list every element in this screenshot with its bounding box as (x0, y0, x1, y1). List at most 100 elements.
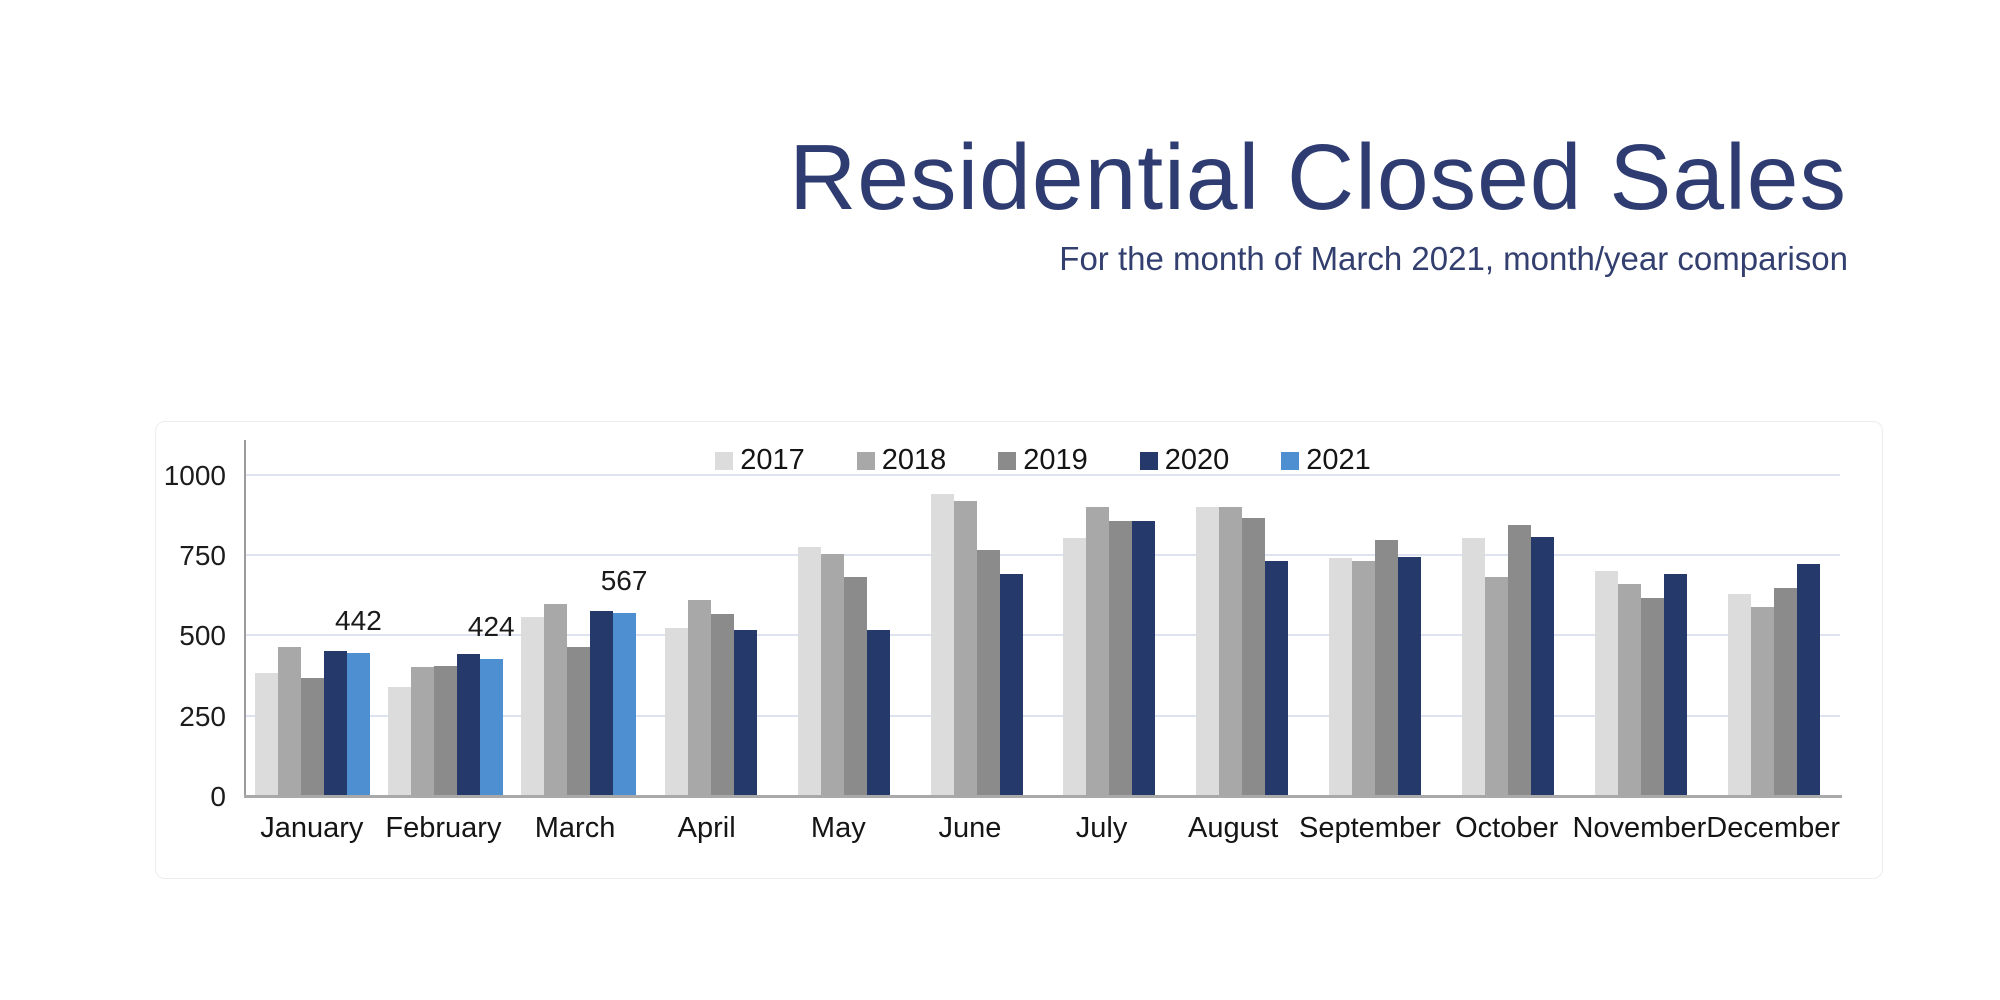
bar-august-2019 (1242, 518, 1266, 795)
bar-september-2018 (1352, 561, 1376, 795)
legend-item-2021: 2021 (1281, 444, 1371, 477)
legend-item-2017: 2017 (715, 444, 805, 477)
legend-swatch-2020 (1139, 451, 1158, 470)
bar-group-december (1707, 442, 1840, 795)
bar-march-2020 (589, 611, 613, 795)
bar-october-2019 (1507, 525, 1531, 795)
bar-november-2020 (1663, 574, 1687, 795)
legend-label-2019: 2019 (1023, 444, 1088, 476)
x-tick-label-april: April (677, 812, 736, 844)
bar-group-july (1043, 442, 1176, 795)
bar-may-2017 (797, 547, 821, 795)
bar-january-2021: 442 (335, 605, 382, 795)
bar-august-2018 (1219, 507, 1243, 795)
bar-march-2021: 567 (601, 565, 647, 795)
legend-item-2019: 2019 (998, 444, 1088, 477)
bar-december-2019 (1773, 588, 1797, 795)
x-axis-line (244, 795, 1842, 798)
bar-february-2021: 424 (468, 611, 515, 795)
gridline-750 (246, 554, 1840, 556)
bar-may-2019 (843, 577, 867, 795)
bar-october-2018 (1484, 577, 1508, 795)
bar-february-2020 (456, 654, 480, 795)
y-axis-line (244, 440, 246, 798)
x-tick-label-february: February (385, 812, 502, 844)
legend-swatch-2019 (998, 451, 1017, 470)
bar-september-2017 (1329, 558, 1353, 795)
bar-june-2018 (953, 501, 977, 795)
page-title: Residential Closed Sales (789, 125, 1847, 229)
gridline-1000 (246, 474, 1840, 476)
bar-december-2018 (1750, 607, 1774, 795)
bar-value-label: 442 (335, 605, 382, 636)
bar-july-2019 (1109, 521, 1133, 795)
bar-april-2019 (710, 614, 734, 795)
bar-group-october (1441, 442, 1574, 795)
bar-group-september (1309, 442, 1442, 795)
bar-group-november (1574, 442, 1707, 795)
page-subtitle: For the month of March 2021, month/year … (1059, 240, 1848, 277)
x-tick-label-january: January (260, 812, 364, 844)
x-tick-label-july: July (1075, 812, 1128, 844)
bar-april-2020 (733, 630, 757, 795)
bar-october-2020 (1530, 537, 1554, 795)
bar-march-2018 (543, 604, 567, 795)
bar-september-2020 (1398, 557, 1422, 795)
bar-february-2019 (433, 666, 457, 795)
bar-group-august (1176, 442, 1309, 795)
bar-june-2019 (976, 550, 1000, 795)
y-tick-label: 250 (179, 701, 226, 732)
bar-september-2019 (1375, 540, 1399, 795)
legend-label-2021: 2021 (1306, 444, 1371, 476)
bar-july-2018 (1086, 507, 1110, 795)
legend-item-2018: 2018 (856, 444, 946, 477)
bar-february-2017 (387, 687, 411, 795)
gridline-500 (246, 634, 1840, 636)
bar-group-march: 567 (512, 442, 647, 795)
x-tick-label-may: May (810, 812, 866, 844)
bar-value-label: 567 (600, 565, 648, 596)
bar-april-2018 (687, 600, 711, 795)
bar-november-2019 (1640, 598, 1664, 795)
x-tick-label-june: June (938, 812, 1002, 844)
bar-group-april (644, 442, 777, 795)
legend-swatch-2021 (1281, 451, 1300, 470)
bar-march-2017 (520, 617, 544, 795)
x-tick-label-september: September (1299, 812, 1441, 844)
legend-swatch-2017 (715, 451, 734, 470)
y-tick-label: 0 (210, 781, 226, 812)
chart-legend: 2017 2018 2019 2020 2021 (246, 444, 1840, 477)
x-tick-label-october: October (1455, 812, 1559, 844)
legend-label-2017: 2017 (740, 444, 805, 476)
bar-june-2017 (930, 494, 954, 795)
bar-april-2017 (664, 628, 688, 795)
bar-august-2017 (1196, 507, 1220, 795)
bar-october-2017 (1461, 538, 1485, 795)
bar-may-2018 (820, 554, 844, 795)
bar-june-2020 (999, 574, 1023, 795)
x-tick-label-december: December (1706, 812, 1841, 844)
x-tick-label-november: November (1572, 812, 1707, 844)
bar-july-2017 (1063, 538, 1087, 795)
legend-label-2020: 2020 (1164, 444, 1230, 476)
bar-january-2018 (277, 647, 301, 795)
y-tick-label: 750 (179, 540, 226, 571)
bar-december-2020 (1796, 564, 1820, 795)
x-axis-tick-labels: January February March April May June July Augu… (246, 812, 1840, 845)
bar-february-2018 (410, 667, 434, 795)
bar-group-february: 424 (379, 442, 515, 795)
bar-december-2017 (1727, 594, 1751, 795)
legend-item-2020: 2020 (1139, 444, 1230, 477)
bar-january-2019 (300, 678, 324, 795)
bar-november-2017 (1594, 571, 1618, 795)
bar-group-january: 442 (246, 442, 382, 795)
x-tick-label-august: August (1188, 812, 1279, 844)
bar-august-2020 (1265, 561, 1289, 795)
bar-march-2019 (566, 647, 590, 795)
x-tick-label-march: March (534, 812, 616, 844)
bar-group-may (777, 442, 910, 795)
bar-july-2020 (1132, 521, 1156, 795)
bar-november-2018 (1617, 584, 1641, 795)
bar-value-label: 424 (467, 611, 515, 642)
